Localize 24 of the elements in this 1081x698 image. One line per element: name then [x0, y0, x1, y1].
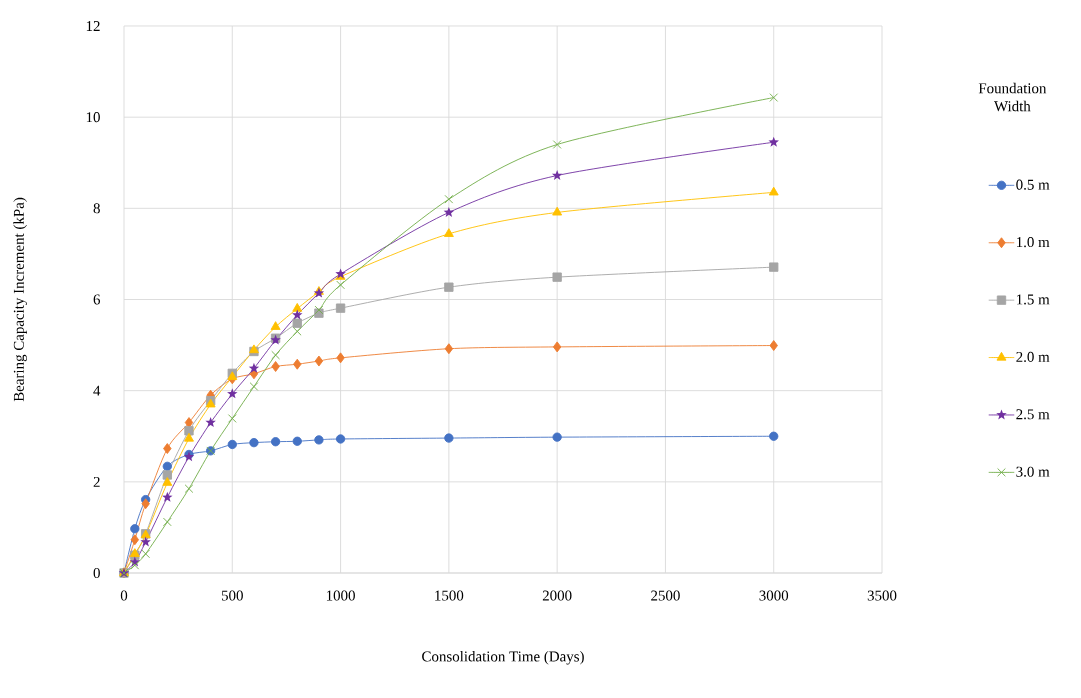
- x-tick-label: 0: [120, 590, 128, 601]
- y-tick-label: 2: [93, 476, 100, 487]
- y-tick-label: 10: [86, 112, 100, 123]
- y-tick-label: 0: [93, 567, 100, 579]
- x-tick-label: 1000: [326, 590, 355, 601]
- y-tick-label: 4: [93, 385, 101, 396]
- legend-label: 1.0 m: [1017, 237, 1050, 248]
- x-axis-title: Consolidation Time (Days): [422, 651, 584, 665]
- x-tick-label: 2500: [651, 590, 680, 601]
- y-tick-label: 8: [93, 203, 100, 214]
- x-tick-label: 3500: [867, 590, 897, 601]
- legend-label: 3.0 m: [1016, 466, 1050, 477]
- x-tick-label: 1500: [435, 590, 464, 601]
- legend-title: Foundation Width: [978, 82, 1047, 112]
- legend-label: 2.5 m: [1016, 409, 1050, 420]
- y-axis-title: Bearing Capacity Increment (kPa): [13, 197, 27, 402]
- x-tick-label: 500: [221, 590, 243, 601]
- y-tick-label: 6: [93, 294, 101, 305]
- y-tick-label: 12: [86, 21, 100, 31]
- x-tick-label: 2000: [542, 590, 572, 601]
- x-tick-label: 3000: [759, 590, 789, 601]
- legend-label: 0.5 m: [1016, 179, 1050, 190]
- legend-label: 1.5 m: [1017, 294, 1050, 305]
- legend-label: 2.0 m: [1016, 351, 1050, 362]
